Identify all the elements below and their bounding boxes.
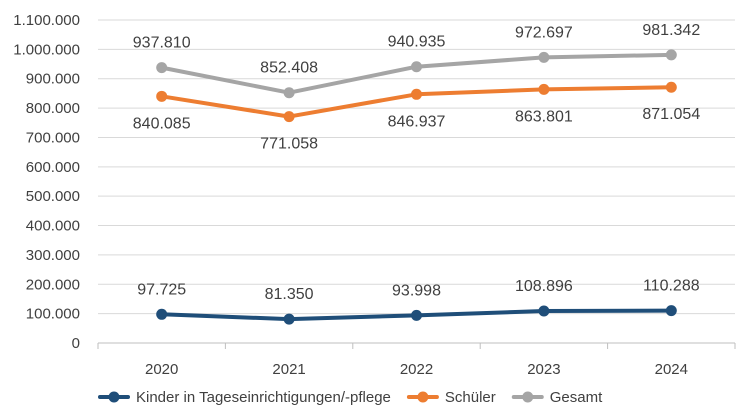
- data-point: [283, 313, 295, 325]
- data-label: 846.937: [388, 113, 446, 130]
- data-label: 110.288: [643, 278, 700, 295]
- x-tick-label: 2023: [527, 361, 560, 378]
- data-point: [665, 81, 677, 93]
- legend-label: Gesamt: [550, 389, 603, 406]
- data-point: [156, 62, 168, 74]
- y-tick-label: 0: [72, 335, 80, 352]
- data-label: 108.896: [515, 278, 573, 295]
- data-label: 972.697: [515, 24, 573, 41]
- y-tick-label: 100.000: [26, 306, 80, 323]
- data-point: [665, 49, 677, 61]
- data-label: 852.408: [260, 60, 318, 77]
- data-point: [538, 51, 550, 63]
- legend: Kinder in Tageseinrichtigungen/-pflege Sc…: [98, 389, 603, 406]
- data-point: [665, 305, 677, 317]
- y-tick-label: 700.000: [26, 129, 80, 146]
- legend-swatch-marker: [522, 391, 534, 403]
- data-point: [538, 305, 550, 317]
- y-tick-label: 200.000: [26, 276, 80, 293]
- data-label: 937.810: [133, 35, 191, 52]
- data-label: 863.801: [515, 108, 573, 125]
- x-tick-label: 2021: [272, 361, 305, 378]
- data-point: [283, 111, 295, 123]
- y-tick-label: 600.000: [26, 159, 80, 176]
- y-tick-label: 400.000: [26, 218, 80, 235]
- data-labels: 97.725 81.350 93.998 108.896 110.288 840.085 7…: [133, 22, 701, 303]
- data-label: 981.342: [642, 22, 700, 39]
- data-point: [411, 309, 422, 321]
- x-tick-label: 2024: [655, 361, 688, 378]
- data-label: 840.085: [133, 115, 191, 132]
- legend-label: Schüler: [445, 389, 496, 406]
- legend-label: Kinder in Tageseinrichtigungen/-pflege: [136, 389, 391, 406]
- data-point: [156, 308, 168, 320]
- axes: 0 100.000 200.000 300.000 400.000 500.000 600.…: [13, 12, 736, 378]
- data-label: 81.350: [265, 286, 314, 303]
- y-tick-label: 300.000: [26, 247, 80, 264]
- x-tick-label: 2022: [400, 361, 433, 378]
- y-tick-label: 1.100.000: [13, 12, 80, 29]
- data-label: 771.058: [260, 136, 318, 153]
- y-tick-label: 800.000: [26, 100, 80, 117]
- y-tick-label: 1.000.000: [13, 41, 80, 58]
- gridlines: [98, 19, 735, 315]
- data-label: 93.998: [392, 282, 441, 299]
- series-lines: [156, 49, 677, 325]
- data-label: 940.935: [388, 34, 446, 51]
- data-label: 97.725: [137, 281, 186, 298]
- data-point: [283, 87, 295, 99]
- legend-swatch-marker: [108, 391, 120, 403]
- data-point: [411, 61, 422, 73]
- data-point: [538, 83, 550, 95]
- data-point: [156, 90, 168, 102]
- data-point: [411, 88, 422, 100]
- data-label: 871.054: [642, 106, 700, 123]
- x-tick-label: 2020: [145, 361, 178, 378]
- y-tick-label: 500.000: [26, 188, 80, 205]
- legend-swatch-marker: [417, 391, 429, 403]
- y-tick-label: 900.000: [26, 71, 80, 88]
